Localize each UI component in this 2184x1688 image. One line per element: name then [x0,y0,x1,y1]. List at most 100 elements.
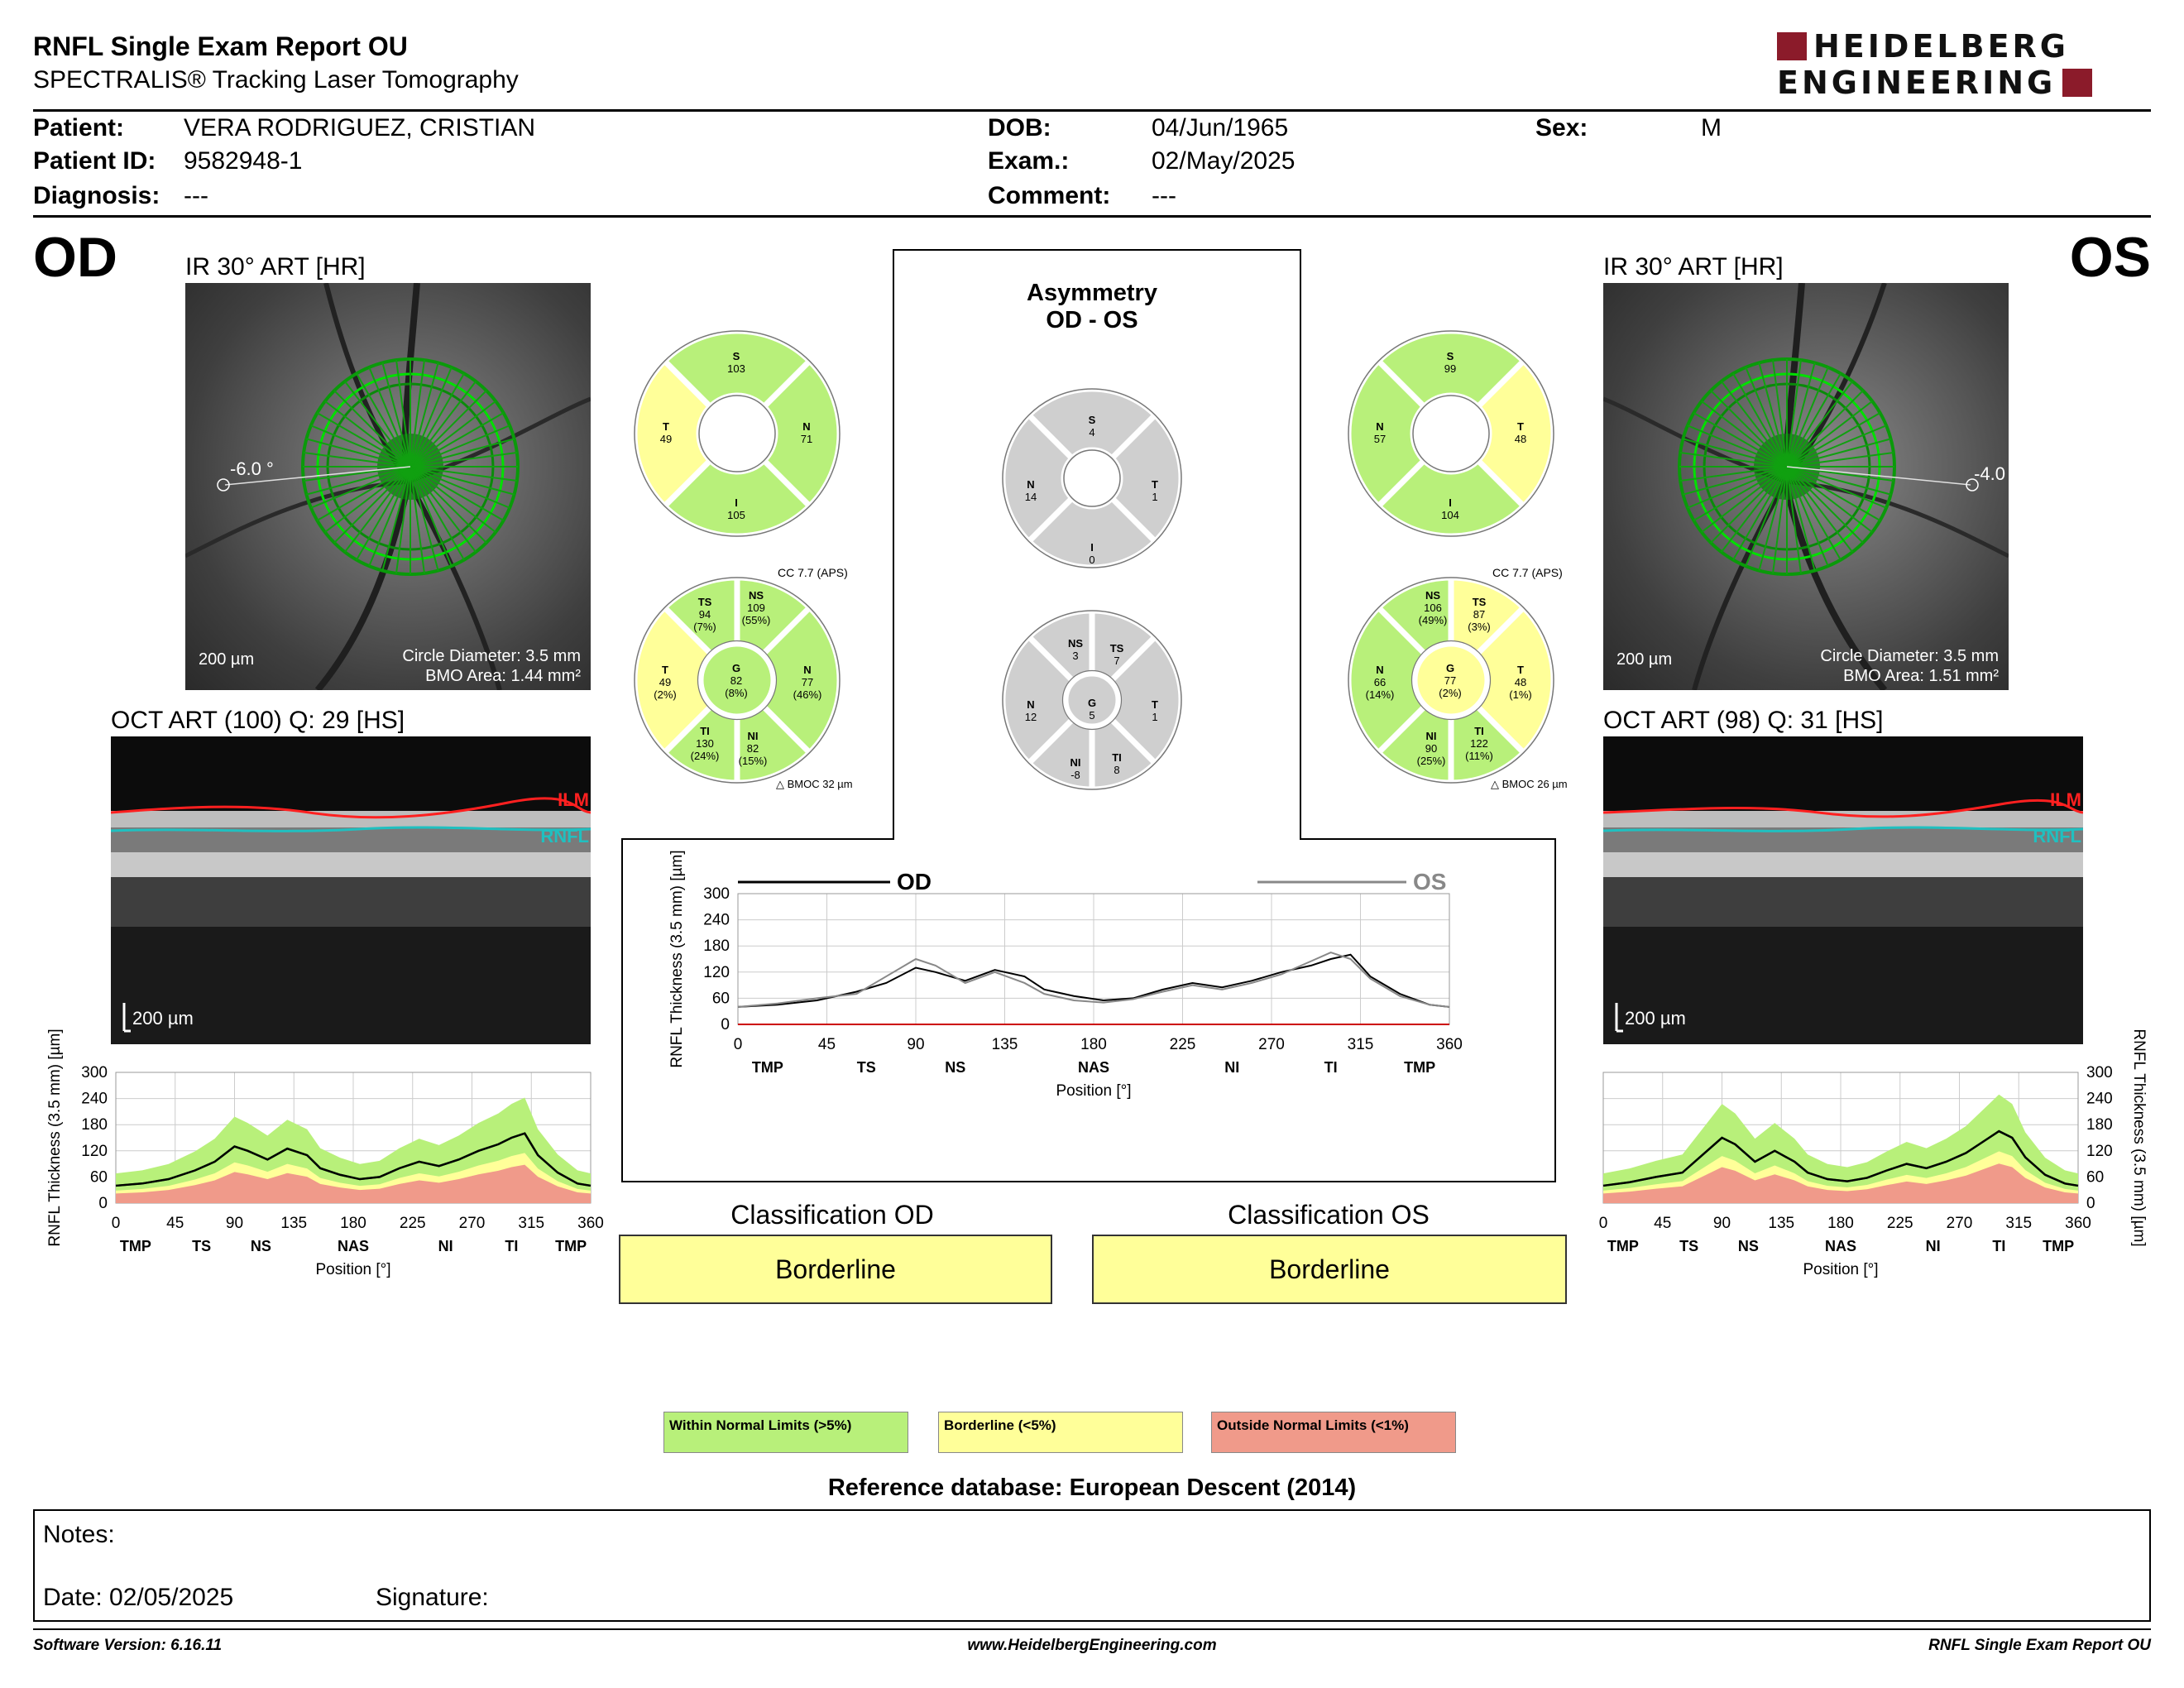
sector-label-tmp: TMP [120,1238,151,1254]
scan-spoke [1679,452,1788,468]
header-divider [33,109,2151,112]
od-circle-diameter: Circle Diameter: 3.5 mm [402,647,581,665]
y-axis-label: RNFL Thickness (3.5 mm) [µm] [668,850,686,1067]
y-tick-label: 180 [703,938,730,955]
os-circle-diameter: Circle Diameter: 3.5 mm [1820,647,1999,665]
scan-spoke [1786,466,1873,533]
y-axis-label: RNFL Thickness (3.5 mm) [µm] [46,1029,64,1246]
x-tick-label: 270 [1947,1215,1973,1232]
x-tick-label: 270 [1258,1036,1285,1053]
asym-quad-n: N 14 [1024,478,1037,503]
od-sector-ti: TI 130 (24%) [690,725,720,762]
os-oct-scale: 200 µm [1625,1008,1686,1029]
y-tick-label: 0 [721,1016,730,1033]
scan-spoke [1693,466,1788,521]
y-tick-label: 120 [703,964,730,981]
scan-spoke [1732,466,1788,561]
scan-spoke [381,466,411,571]
os-sector-ts: TS 87 (3%) [1468,596,1491,633]
y-tick-label: 60 [90,1168,108,1186]
y-tick-label: 240 [81,1091,108,1108]
x-tick-label: 135 [1768,1215,1794,1232]
center-legend-od: OD [897,869,932,894]
os-sector-ns: NS 106 (49%) [1418,589,1448,626]
x-axis-label: Position [°] [315,1261,390,1278]
y-tick-label: 300 [2086,1064,2113,1081]
signature-label: Signature: [376,1584,489,1611]
asym-sector-ni: NI -8 [1070,756,1081,781]
os-sector-ni: NI 90 (25%) [1416,730,1446,767]
scan-spoke [410,390,487,468]
legend-borderline: Borderline (<5%) [938,1412,1183,1453]
scan-spoke [368,367,411,468]
report-subtitle: SPECTRALIS® Tracking Laser Tomography [33,66,519,94]
scan-spoke [1786,466,1829,567]
sector-label-nas: NAS [1078,1059,1109,1076]
scan-spoke [1701,466,1788,533]
scan-spoke [410,412,505,468]
scan-spoke [1786,424,1887,468]
scan-spoke [1721,466,1788,553]
scan-spoke [344,466,411,553]
asym-sector-pie-global [1062,670,1122,730]
website-link[interactable]: www.HeidelbergEngineering.com [967,1637,1217,1654]
x-tick-label: 45 [818,1036,836,1053]
od-ir-scale: 200 µm [199,650,255,669]
x-tick-label: 360 [1436,1036,1463,1053]
scan-spoke [1786,466,1802,574]
od-bmo-area: BMO Area: 1.44 mm² [425,667,581,685]
os-ir-caption: IR 30° ART [HR] [1603,253,1784,281]
scan-spoke [1786,412,1881,468]
scan-spoke [344,381,411,468]
patient-label: Patient: [33,114,125,141]
os-sector-ti: TI 122 (11%) [1465,725,1493,762]
scan-spoke [1786,438,1891,468]
os-quad-t: T 48 [1514,420,1527,445]
os-oct-caption: OCT ART (98) Q: 31 [HS] [1603,707,1884,734]
x-tick-label: 90 [1713,1215,1731,1232]
reference-database: Reference database: European Descent (20… [827,1475,1357,1501]
scan-spoke [1758,466,1788,571]
scan-spoke [1683,466,1788,496]
series-line-od [737,953,1450,1008]
scan-spoke [410,466,439,571]
notes-box[interactable]: Notes: Date: 02/05/2025 Signature: [33,1509,2151,1622]
x-tick-label: 315 [1348,1036,1374,1053]
scan-spoke [410,372,465,468]
os-ilm-label: ILM [2050,789,2081,810]
sector-label-nas: NAS [1825,1238,1856,1254]
scan-spoke [410,400,496,468]
classification-os-box: Borderline [1092,1235,1567,1304]
scan-spoke [1786,390,1864,468]
scan-spoke [1786,466,1887,509]
exam-label: Exam.: [988,147,1070,175]
os-quad-s: S 99 [1444,350,1457,375]
patient-value: VERA RODRIGUEZ, CRISTIAN [184,114,536,141]
sector-label-tmp: TMP [555,1238,587,1254]
scan-spoke [1687,466,1788,509]
scan-spoke [410,466,518,482]
x-tick-label: 225 [1170,1036,1196,1053]
od-quad-s: S 103 [727,350,745,375]
scan-spoke [324,400,411,468]
scan-spoke [410,424,510,468]
outside-band [1603,1163,2078,1203]
x-tick-label: 45 [1654,1215,1671,1232]
center-legend-os: OS [1413,869,1447,894]
os-quad-n: N 57 [1373,420,1387,445]
sector-label-tmp: TMP [752,1059,783,1076]
os-sector-pie-outline [1348,577,1554,784]
y-tick-label: 240 [2086,1091,2113,1108]
scan-spoke [1786,367,1829,468]
scan-spoke [410,452,518,468]
scan-spoke [356,372,411,468]
od-sector-g: G 82 (8%) [725,662,748,699]
od-sector-ni: NI 82 (15%) [738,730,768,767]
sector-label-ns: NS [251,1238,271,1254]
od-cc-label: CC 7.7 (APS) [778,566,848,579]
scan-spoke [410,466,453,567]
